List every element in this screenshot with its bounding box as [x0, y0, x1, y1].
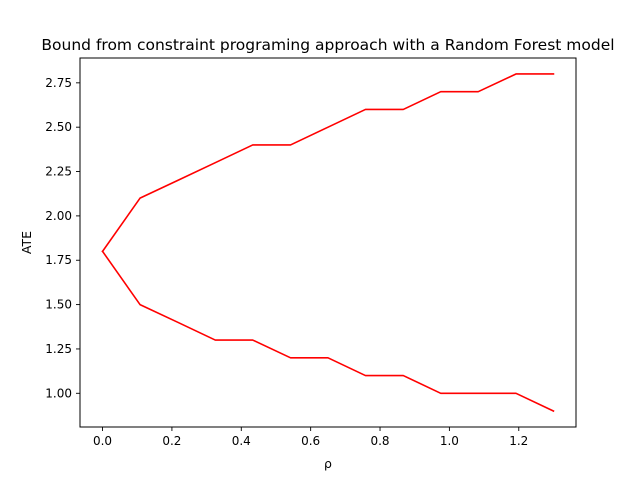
- series-line-2: [101, 250, 555, 413]
- x-axis-ticks: 0.0 0.2 0.4 0.6 0.8 1.0 1.2: [93, 427, 528, 448]
- x-axis-label: ρ: [324, 456, 332, 471]
- y-axis-ticks: 1.00 1.25 1.50 1.75 2.00 2.25 2.50 2.75: [45, 76, 80, 400]
- y-tick-label: 1.00: [45, 386, 72, 400]
- plot-area: [80, 58, 576, 427]
- y-tick-label: 2.75: [45, 76, 72, 90]
- chart-title: Bound from constraint programing approac…: [41, 36, 614, 54]
- x-tick-label: 0.4: [232, 434, 251, 448]
- y-tick-label: 2.25: [45, 165, 72, 179]
- y-tick-label: 1.50: [45, 298, 72, 312]
- x-tick-label: 0.0: [93, 434, 112, 448]
- x-tick-label: 1.0: [440, 434, 459, 448]
- y-tick-label: 1.75: [45, 253, 72, 267]
- series-layer: [101, 73, 555, 413]
- x-tick-label: 0.6: [301, 434, 320, 448]
- series-line-1: [101, 73, 555, 253]
- y-axis-label: ATE: [19, 231, 34, 254]
- x-tick-label: 0.2: [162, 434, 181, 448]
- x-tick-label: 1.2: [509, 434, 528, 448]
- plot-frame: [79, 57, 577, 428]
- y-tick-label: 2.00: [45, 209, 72, 223]
- y-tick-label: 1.25: [45, 342, 72, 356]
- y-tick-label: 2.50: [45, 120, 72, 134]
- x-tick-label: 0.8: [370, 434, 389, 448]
